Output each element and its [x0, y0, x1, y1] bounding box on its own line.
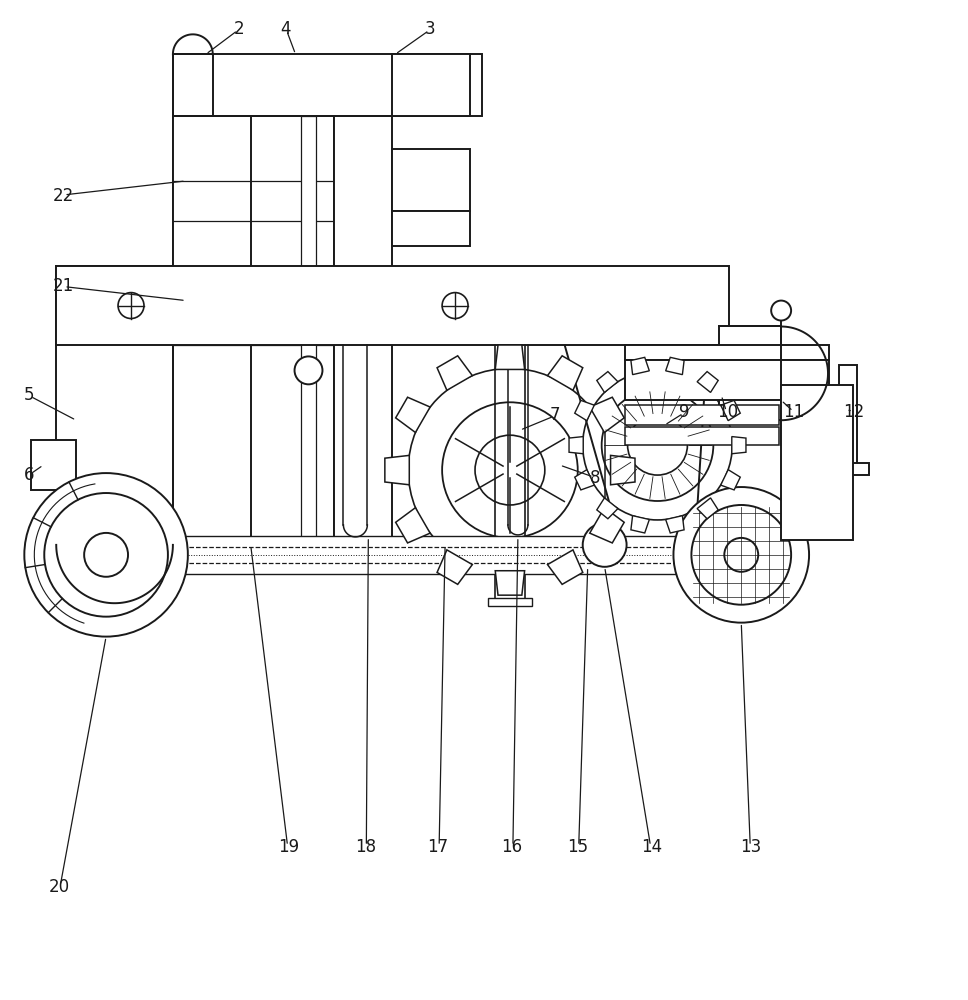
Text: 20: 20: [48, 878, 70, 896]
Circle shape: [771, 301, 791, 321]
Text: 5: 5: [24, 386, 35, 404]
Bar: [624, 345, 829, 360]
Polygon shape: [548, 356, 583, 390]
Bar: [213, 116, 234, 545]
Bar: [624, 405, 779, 425]
Text: 22: 22: [52, 187, 74, 205]
Circle shape: [442, 293, 469, 319]
Circle shape: [627, 415, 687, 475]
Bar: [392, 149, 470, 211]
Bar: [334, 116, 392, 545]
Circle shape: [45, 493, 167, 617]
Text: 12: 12: [843, 403, 864, 421]
Bar: [488, 598, 531, 606]
Bar: [173, 116, 213, 545]
Circle shape: [408, 368, 612, 572]
Polygon shape: [396, 508, 430, 543]
Circle shape: [294, 356, 322, 384]
Circle shape: [475, 435, 545, 505]
Bar: [31, 440, 76, 490]
Text: 8: 8: [590, 469, 600, 487]
Polygon shape: [597, 372, 618, 392]
Bar: [56, 536, 724, 574]
Bar: [781, 385, 853, 540]
Text: 2: 2: [233, 20, 244, 38]
Bar: [173, 116, 334, 545]
Text: 6: 6: [24, 466, 35, 484]
Circle shape: [442, 402, 578, 538]
Circle shape: [24, 473, 188, 637]
Text: 7: 7: [550, 406, 560, 424]
Text: 21: 21: [52, 277, 74, 295]
Bar: [392, 211, 470, 246]
Text: 17: 17: [428, 838, 449, 856]
Polygon shape: [666, 357, 684, 375]
Bar: [839, 365, 857, 465]
Polygon shape: [721, 400, 741, 421]
Text: 4: 4: [281, 20, 290, 38]
Text: 19: 19: [278, 838, 299, 856]
Polygon shape: [590, 397, 624, 432]
Circle shape: [674, 487, 809, 623]
Text: 3: 3: [425, 20, 436, 38]
Polygon shape: [438, 356, 472, 390]
Bar: [300, 116, 317, 545]
Polygon shape: [721, 470, 741, 490]
Circle shape: [583, 523, 626, 567]
Polygon shape: [631, 516, 650, 533]
Circle shape: [583, 370, 732, 520]
Polygon shape: [732, 437, 746, 454]
Circle shape: [691, 505, 791, 605]
Polygon shape: [496, 571, 525, 595]
Polygon shape: [575, 470, 594, 490]
Polygon shape: [611, 455, 635, 485]
Text: 15: 15: [567, 838, 589, 856]
Text: 18: 18: [355, 838, 376, 856]
Polygon shape: [590, 508, 624, 543]
Bar: [719, 326, 781, 420]
Text: 13: 13: [741, 838, 762, 856]
Polygon shape: [396, 397, 430, 432]
Bar: [173, 54, 482, 116]
Text: 10: 10: [716, 403, 738, 421]
Bar: [624, 427, 779, 445]
Circle shape: [118, 293, 144, 319]
Text: 9: 9: [680, 403, 689, 421]
Circle shape: [724, 538, 758, 572]
Polygon shape: [548, 550, 583, 584]
Polygon shape: [697, 498, 718, 519]
Polygon shape: [385, 455, 409, 485]
Text: 11: 11: [783, 403, 804, 421]
Polygon shape: [575, 400, 594, 421]
Polygon shape: [666, 516, 684, 533]
Polygon shape: [597, 498, 618, 519]
Polygon shape: [496, 345, 525, 369]
Circle shape: [84, 533, 128, 577]
Bar: [827, 463, 869, 475]
Text: 16: 16: [501, 838, 523, 856]
Polygon shape: [697, 372, 718, 392]
Bar: [624, 360, 829, 400]
Bar: [392, 54, 470, 116]
Circle shape: [602, 389, 713, 501]
Text: 14: 14: [641, 838, 662, 856]
Bar: [56, 266, 729, 345]
Circle shape: [585, 525, 624, 565]
Polygon shape: [631, 357, 650, 375]
Polygon shape: [569, 437, 583, 454]
Polygon shape: [438, 550, 472, 584]
